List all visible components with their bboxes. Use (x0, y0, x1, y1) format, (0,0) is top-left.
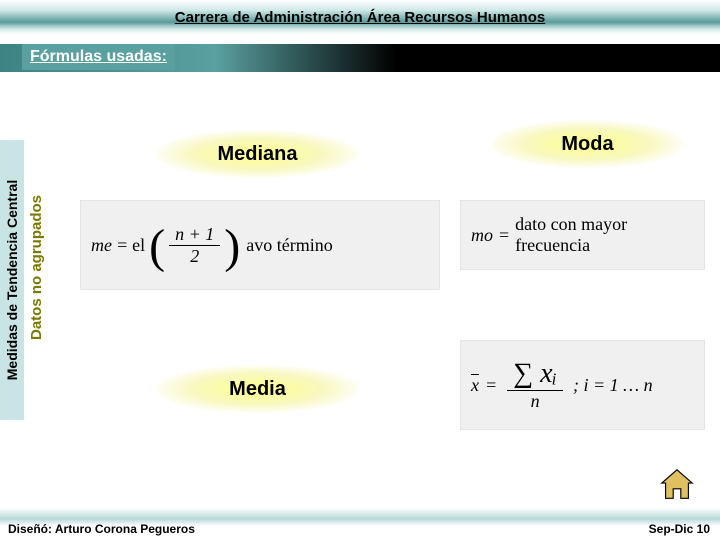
page-title: Carrera de Administración Área Recursos … (175, 9, 545, 26)
header-bar: Carrera de Administración Área Recursos … (0, 0, 720, 34)
heading-media: Media (155, 365, 360, 413)
formula-media: x = ∑ xᵢ n ; i = 1 … n (460, 340, 705, 430)
side-label-outer: Medidas de Tendencia Central (0, 140, 24, 420)
heading-mediana: Mediana (155, 130, 360, 178)
subtitle-label: Fórmulas usadas: (22, 44, 175, 70)
side-label-inner: Datos no agrupados (24, 175, 48, 360)
footer-designer: Diseñó: Arturo Corona Pegueros (8, 522, 195, 536)
content-area: Mediana Moda Media me = el ( n + 1 2 ) a… (60, 110, 710, 480)
home-icon[interactable] (658, 466, 696, 504)
formula-mediana: me = el ( n + 1 2 ) avo término (80, 200, 440, 290)
footer-period: Sep-Dic 10 (649, 522, 710, 536)
formula-moda: mo = dato con mayor frecuencia (460, 200, 705, 270)
heading-moda: Moda (490, 120, 685, 168)
